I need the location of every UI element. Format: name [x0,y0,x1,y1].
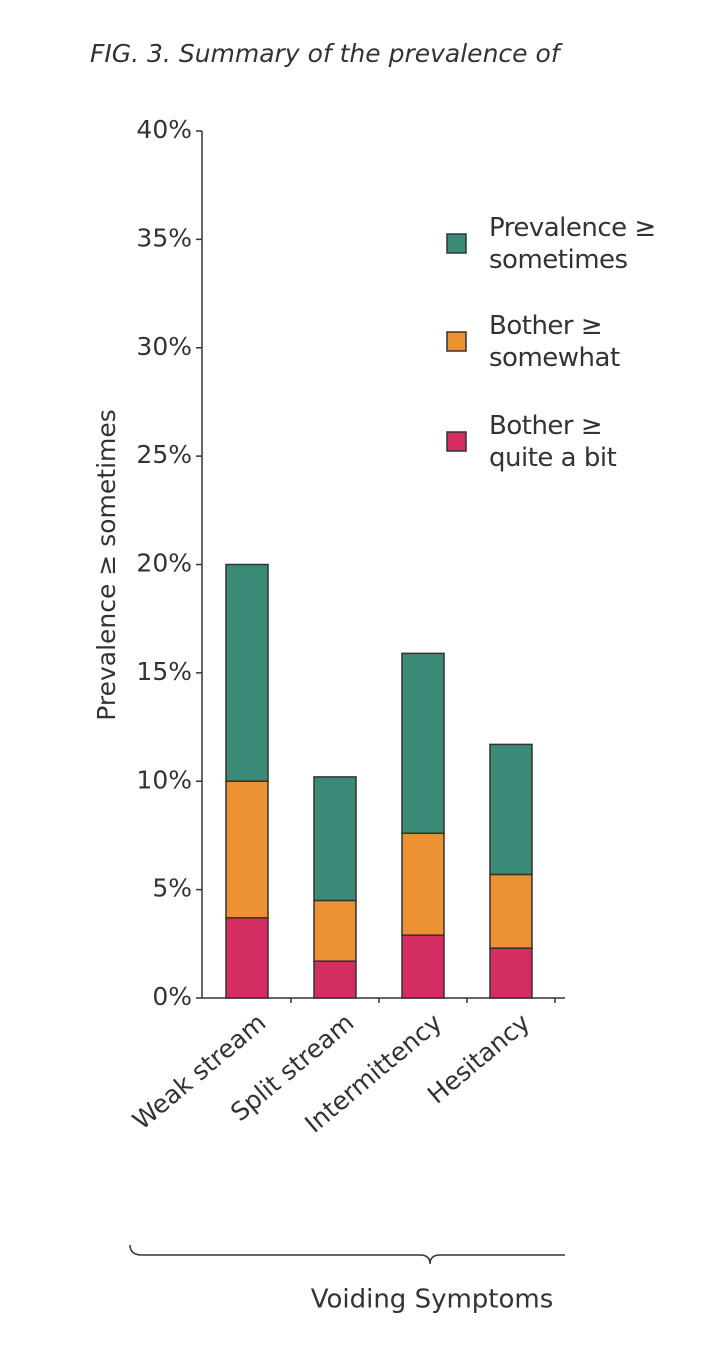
y-tick-label: 35% [136,223,192,252]
y-tick-label: 0% [152,982,192,1011]
bar-segment [313,899,357,962]
bar-segment [225,563,269,782]
x-tick-label: Strai [560,1008,623,1068]
group-bracket [129,1244,565,1265]
y-tick-label: 15% [136,657,192,686]
y-tick-label: 5% [152,874,192,903]
legend-swatch [446,331,467,352]
y-tick-label: 20% [136,549,192,578]
y-axis-label: Prevalence ≥ sometimes [92,409,121,721]
legend-label: Bother ≥ somewhat [489,311,620,373]
y-tick-label: 10% [136,765,192,794]
bar-segment [489,947,533,999]
bar-segment [489,873,533,949]
bar-segment [401,652,445,835]
y-tick-label: 25% [136,440,192,469]
bar-segment [225,917,269,999]
y-tick-label: 30% [136,332,192,361]
chart-title: FIG. 3. Summary of the prevalence of LU [90,39,600,68]
bar-segment [401,934,445,999]
bar-segment [313,776,357,902]
x-tick-label-second-row: T [603,1135,635,1168]
legend-label: Bother ≥ quite a bit [489,411,617,473]
group-label: Voiding Symptoms [311,1285,554,1315]
legend-swatch [446,233,467,254]
legend-label: Prevalence ≥ sometimes [489,213,656,275]
y-tick-label: 40% [136,115,192,144]
bar-segment [489,743,533,876]
legend-swatch [446,431,467,452]
bar-segment [313,960,357,999]
bar-segment [401,832,445,936]
bar-segment [225,780,269,919]
